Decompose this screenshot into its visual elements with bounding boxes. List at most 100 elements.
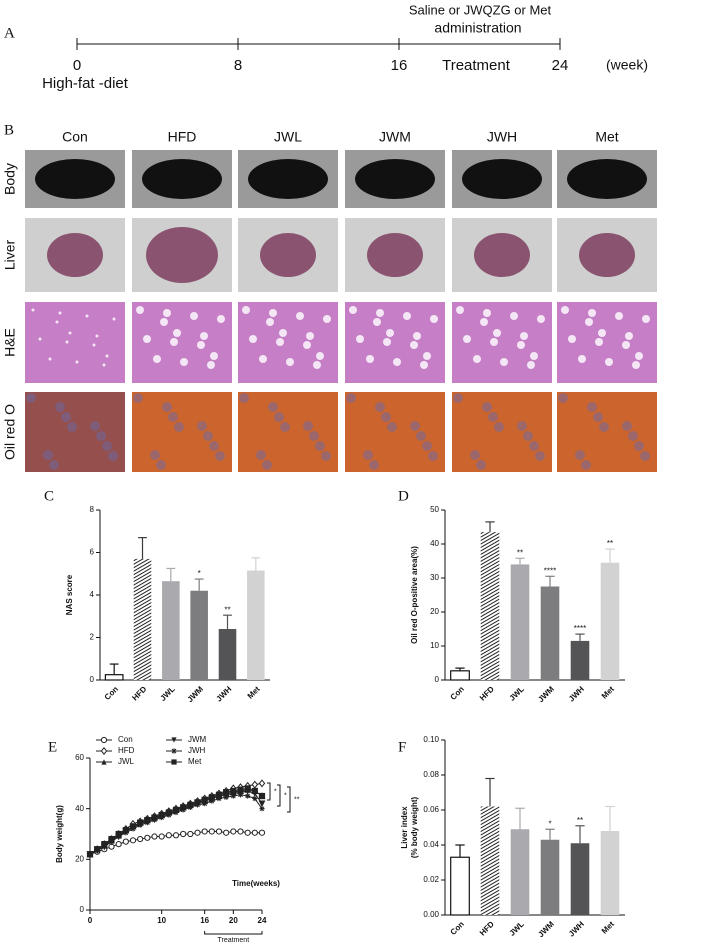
- stain-spot: [622, 421, 632, 431]
- vacuole: [622, 341, 630, 349]
- panel-label: E: [48, 739, 57, 755]
- stain-spot: [529, 441, 539, 451]
- vacuole: [635, 352, 643, 360]
- stain-spot: [428, 451, 438, 461]
- legend-marker: [171, 759, 177, 765]
- x-tick-label: HFD: [478, 919, 496, 937]
- vacuole: [383, 338, 391, 346]
- bar: [510, 564, 530, 680]
- vacuole: [102, 363, 106, 367]
- vacuole: [561, 306, 569, 314]
- vacuole: [313, 361, 321, 369]
- x-tick-label: JWL: [508, 919, 526, 937]
- stain: [345, 392, 445, 472]
- vacuole: [163, 309, 171, 317]
- x-tick-label: JWH: [567, 684, 586, 703]
- bar: [600, 562, 620, 680]
- stain-spot: [174, 422, 184, 432]
- panel-label: A: [4, 25, 15, 41]
- point: [172, 806, 180, 814]
- mouse-body: [567, 159, 647, 199]
- point: [258, 779, 266, 788]
- y-tick-label: 0.06: [423, 805, 439, 814]
- vacuole: [520, 332, 528, 340]
- vacuole: [279, 329, 287, 337]
- column-header: HFD: [168, 129, 197, 145]
- row-label: Oil red O: [2, 404, 18, 460]
- stain-spot: [315, 441, 325, 451]
- stain-spot: [517, 421, 527, 431]
- stain-spot: [346, 393, 356, 403]
- point: [245, 793, 251, 799]
- vacuole: [286, 358, 294, 366]
- panel-label: F: [398, 739, 406, 755]
- vacuole: [143, 335, 151, 343]
- liver: [146, 227, 218, 283]
- timeline-note: administration: [434, 20, 521, 36]
- y-tick-label: 50: [430, 505, 439, 514]
- point: [208, 828, 215, 835]
- vacuole: [578, 355, 586, 363]
- liver: [367, 233, 423, 277]
- significance-label: **: [607, 539, 613, 548]
- point: [151, 814, 158, 821]
- stain-spot: [575, 450, 585, 460]
- stain-spot: [303, 421, 313, 431]
- column-header: Con: [62, 129, 88, 145]
- stain-spot: [209, 441, 219, 451]
- stain-spot: [239, 393, 249, 403]
- point: [194, 799, 201, 806]
- point: [251, 787, 258, 795]
- legend-marker: [171, 737, 177, 743]
- mouse-body: [248, 159, 328, 199]
- point: [223, 794, 229, 800]
- vacuole: [493, 329, 501, 337]
- stain-spot: [156, 460, 166, 470]
- vacuole: [410, 341, 418, 349]
- vacuole: [386, 329, 394, 337]
- bar: [162, 581, 180, 680]
- vacuole: [349, 306, 357, 314]
- point: [172, 832, 180, 839]
- stain-spot: [321, 451, 331, 461]
- bar: [570, 843, 590, 915]
- y-tick-label: 20: [75, 854, 84, 863]
- point: [129, 837, 137, 844]
- stain-spot: [168, 412, 178, 422]
- x-tick-label: JWL: [158, 684, 176, 702]
- significance-label: ****: [544, 566, 556, 575]
- point: [230, 787, 237, 795]
- y-tick-label: 4: [90, 590, 95, 599]
- point: [115, 830, 122, 838]
- legend-label: Con: [118, 735, 133, 744]
- vacuole: [456, 306, 464, 314]
- vacuole: [303, 341, 311, 349]
- stain-spot: [535, 451, 545, 461]
- point: [259, 806, 265, 812]
- stain-spot: [61, 412, 71, 422]
- bar: [450, 670, 470, 681]
- significance-label: *: [284, 792, 287, 799]
- stain-spot: [43, 450, 53, 460]
- stain-spot: [49, 460, 59, 470]
- legend-marker: [101, 759, 107, 765]
- stain-spot: [476, 460, 486, 470]
- y-tick-label: 0: [90, 675, 95, 684]
- point: [244, 829, 251, 836]
- point: [86, 851, 94, 858]
- vacuole: [615, 312, 623, 320]
- significance-label: *: [548, 819, 551, 828]
- timeline-start-label: High-fat -diet: [42, 75, 129, 92]
- vacuole: [605, 358, 613, 366]
- vacuole: [625, 332, 633, 340]
- point: [151, 833, 158, 840]
- mouse-body: [462, 159, 542, 199]
- point: [137, 819, 144, 826]
- stain-spot: [410, 421, 420, 431]
- liver: [579, 233, 635, 277]
- vacuole: [480, 318, 488, 326]
- vacuole: [376, 309, 384, 317]
- legend-marker: [100, 747, 108, 755]
- stain-spot: [162, 402, 172, 412]
